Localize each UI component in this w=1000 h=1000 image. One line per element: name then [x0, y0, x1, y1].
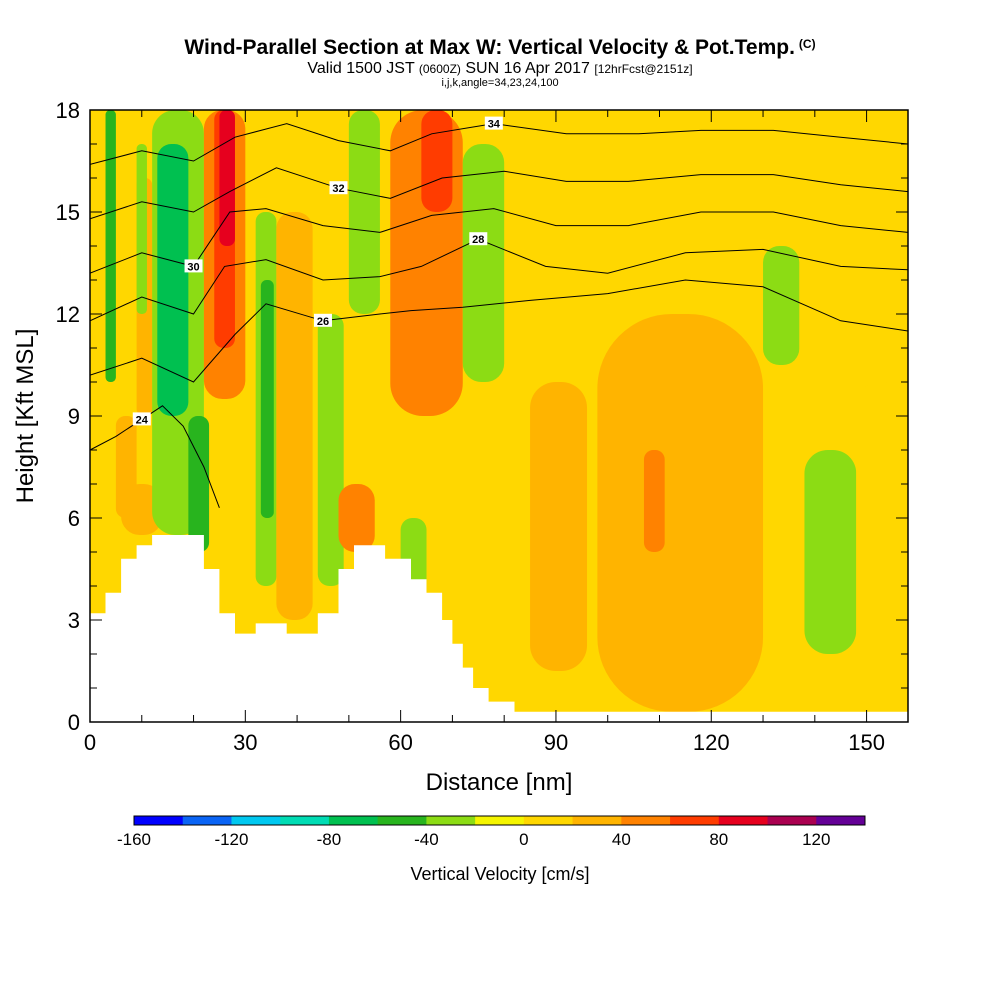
contour-24 — [90, 405, 220, 508]
colorbar-swatch-7 — [475, 816, 525, 825]
colorbar-swatch-3 — [280, 816, 330, 825]
contour-30 — [90, 208, 908, 274]
contour-label-bg-34 — [484, 116, 503, 130]
colorbar-swatch-10 — [621, 816, 671, 825]
x-tick-label-120: 120 — [693, 730, 730, 755]
colorbar-swatch-1 — [182, 816, 232, 825]
contour-label-34: 34 — [488, 119, 501, 131]
colorbar-label-120: 120 — [802, 830, 830, 849]
colorbar-swatch-4 — [328, 816, 379, 825]
velocity-cell-25 — [462, 144, 505, 382]
contour-label-26: 26 — [317, 316, 329, 328]
colorbar-title: Vertical Velocity [cm/s] — [410, 864, 589, 884]
colorbar-label-0: 0 — [519, 830, 528, 849]
velocity-cell-2 — [105, 110, 116, 382]
colorbar-swatch-5 — [377, 816, 427, 825]
colorbar-swatch-0 — [134, 816, 184, 825]
y-tick-label-3: 3 — [68, 608, 80, 633]
x-axis-label: Distance [nm] — [426, 769, 573, 796]
subtitle-date: SUN 16 Apr 2017 — [465, 60, 590, 77]
x-tick-label-150: 150 — [848, 730, 885, 755]
colorbar-label--160: -160 — [117, 830, 151, 849]
velocity-cell-31 — [643, 450, 665, 552]
contour-32 — [90, 167, 908, 220]
x-tick-label-60: 60 — [388, 730, 412, 755]
y-axis-label: Height [Kft MSL] — [12, 329, 39, 504]
x-tick-label-90: 90 — [544, 730, 568, 755]
velocity-cell-16 — [276, 212, 313, 620]
colorbar-swatch-2 — [231, 816, 281, 825]
colorbar-label-40: 40 — [612, 830, 631, 849]
contour-label-bg-32 — [329, 181, 348, 195]
contour-label-24: 24 — [136, 414, 149, 426]
colorbar-label--40: -40 — [414, 830, 439, 849]
contour-34 — [90, 123, 908, 165]
colorbar-swatch-12 — [718, 816, 769, 825]
velocity-cell-6 — [136, 144, 147, 314]
velocity-cell-13 — [229, 416, 261, 620]
colorbar-label-80: 80 — [709, 830, 728, 849]
terrain — [90, 535, 908, 722]
subtitle-valid: Valid 1500 JST — [307, 60, 415, 77]
contour-label-bg-26 — [313, 313, 332, 327]
velocity-cell-12 — [219, 110, 235, 246]
y-axis: 0 3 6 9 12 15 18 — [56, 98, 908, 735]
y-tick-label-0: 0 — [68, 710, 80, 735]
velocity-cell-27 — [530, 382, 588, 671]
velocity-cell-30 — [623, 365, 738, 654]
subtitle-forecast: [12hrFcst@2151z] — [594, 62, 693, 76]
velocity-cell-23 — [421, 110, 453, 212]
x-tick-label-30: 30 — [233, 730, 257, 755]
contour-label-30: 30 — [187, 261, 199, 273]
colorbar-swatch-9 — [572, 816, 622, 825]
velocity-cell-17 — [317, 314, 344, 586]
contour-label-bg-24 — [132, 412, 151, 426]
colorbar-swatch-14 — [816, 816, 866, 825]
colorbar-label--120: -120 — [214, 830, 248, 849]
contour-label-32: 32 — [332, 183, 344, 195]
colorbar-swatch-13 — [767, 816, 817, 825]
title-mark: (C) — [798, 37, 816, 51]
velocity-cell-28 — [607, 110, 650, 314]
contour-label-bg-28 — [469, 232, 488, 246]
contour-28 — [90, 238, 908, 322]
colorbar: -160 -120 -80 -40 0 40 80 120 — [117, 815, 866, 849]
chart-params: i,j,k,angle=34,23,24,100 — [441, 77, 559, 89]
y-tick-label-9: 9 — [68, 404, 80, 429]
potential-temperature-contours: 24 26 28 30 32 34 — [90, 116, 908, 508]
colorbar-swatch-6 — [426, 816, 476, 825]
colorbar-label--80: -80 — [317, 830, 342, 849]
y-tick-label-6: 6 — [68, 506, 80, 531]
velocity-cell-9 — [188, 416, 210, 552]
x-tick-label-0: 0 — [84, 730, 96, 755]
contour-label-28: 28 — [472, 234, 484, 246]
velocity-cell-8 — [157, 144, 189, 416]
subtitle-utc: (0600Z) — [418, 62, 461, 76]
chart-subtitle: Valid 1500 JST (0600Z) SUN 16 Apr 2017 [… — [0, 60, 1000, 78]
chart-title: Wind-Parallel Section at Max W: Vertical… — [184, 36, 816, 59]
colorbar-swatch-11 — [670, 816, 720, 825]
y-tick-label-18: 18 — [56, 98, 80, 123]
velocity-cell-33 — [804, 450, 857, 654]
velocity-cell-20 — [348, 110, 380, 314]
y-tick-label-12: 12 — [56, 302, 80, 327]
colorbar-swatch-8 — [523, 816, 574, 825]
y-tick-label-15: 15 — [56, 200, 80, 225]
contour-label-bg-30 — [184, 259, 203, 273]
x-axis: 0 30 60 90 120 150 — [84, 110, 885, 755]
terrain-mask — [90, 535, 908, 722]
colorbar-border — [133, 815, 866, 826]
velocity-cell-34 — [856, 382, 908, 712]
velocity-cell-15 — [260, 280, 274, 518]
contour-26 — [90, 279, 908, 383]
velocity-cell-32 — [763, 246, 800, 365]
velocity-cell-19 — [343, 511, 365, 546]
